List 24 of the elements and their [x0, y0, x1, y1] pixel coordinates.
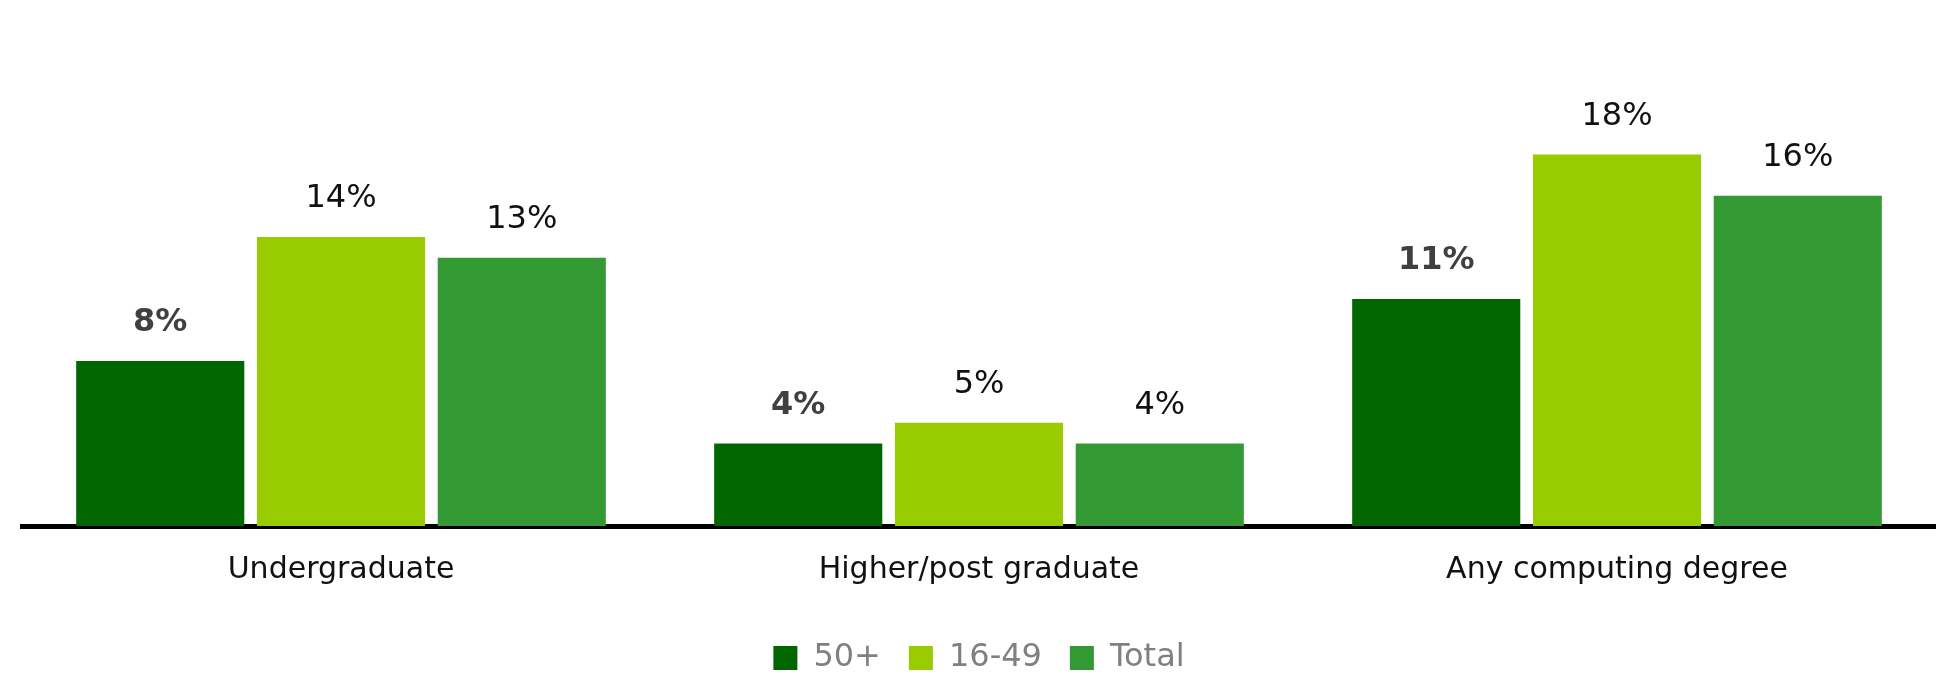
data-label: 13%: [486, 197, 558, 236]
data-label: 8%: [133, 301, 188, 340]
bar: [1352, 298, 1521, 526]
bar: [1532, 154, 1702, 526]
bar: [714, 443, 883, 526]
x-tick-label: Any computing degree: [1446, 549, 1788, 585]
legend-label: Total: [1108, 636, 1185, 675]
data-label: 11%: [1397, 239, 1475, 278]
data-label: 18%: [1581, 94, 1653, 133]
x-tick-label: Higher/post graduate: [818, 549, 1140, 585]
data-label: 5%: [953, 363, 1005, 402]
x-tick-label: Undergraduate: [227, 549, 455, 585]
bar: [256, 237, 426, 526]
bar: [1713, 195, 1882, 526]
bar: [894, 422, 1064, 526]
legend-label: 50+: [813, 636, 881, 675]
data-label: 4%: [1134, 383, 1186, 422]
bar: [437, 257, 606, 526]
bar: [1075, 443, 1244, 526]
bar: [76, 360, 245, 526]
data-label: 16%: [1762, 136, 1834, 175]
data-label: 14%: [305, 177, 377, 216]
data-label: 4%: [771, 383, 826, 422]
legend-label: 16-49: [948, 636, 1042, 675]
